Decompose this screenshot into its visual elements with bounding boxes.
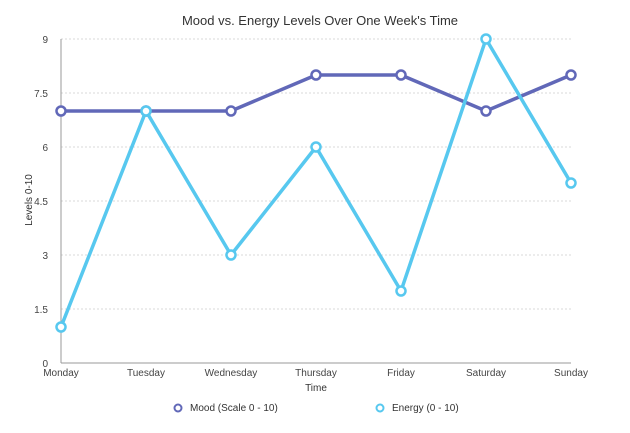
data-point[interactable] [480, 33, 492, 45]
y-tick-label: 7.5 [34, 89, 48, 100]
x-tick-label: Monday [43, 368, 79, 379]
series-1 [55, 33, 577, 333]
y-tick-label: 1.5 [34, 305, 48, 316]
data-point[interactable] [565, 177, 577, 189]
data-point[interactable] [225, 105, 237, 117]
series-layer [55, 33, 577, 333]
series-line [59, 37, 573, 328]
data-point[interactable] [225, 249, 237, 261]
data-point[interactable] [480, 105, 492, 117]
y-tick-label: 3 [42, 251, 48, 262]
data-point[interactable] [395, 285, 407, 297]
y-tick-label: 6 [42, 143, 48, 154]
legend-label: Mood (Scale 0 - 10) [190, 403, 278, 414]
y-tick-label: 0 [42, 359, 48, 370]
x-tick-label: Friday [387, 368, 415, 379]
y-tick-label: 9 [42, 35, 48, 46]
x-tick-label: Wednesday [205, 368, 258, 379]
y-tick-label: 4.5 [34, 197, 48, 208]
y-axis-label: Levels 0-10 [24, 174, 35, 226]
x-tick-label: Saturday [466, 368, 506, 379]
data-point[interactable] [565, 69, 577, 81]
legend-label: Energy (0 - 10) [392, 403, 459, 414]
x-axis-ticks: Monday Tuesday Wednesday Thursday Friday Satu… [43, 368, 588, 379]
x-axis-label: Time [305, 383, 327, 394]
data-point[interactable] [140, 105, 152, 117]
data-point[interactable] [310, 141, 322, 153]
legend-marker [375, 403, 385, 413]
axes [60, 39, 571, 364]
legend: Mood (Scale 0 - 10) Energy (0 - 10) [173, 403, 459, 414]
x-tick-label: Thursday [295, 368, 337, 379]
data-point[interactable] [395, 69, 407, 81]
legend-item[interactable]: Mood (Scale 0 - 10) [173, 403, 278, 414]
legend-item[interactable]: Energy (0 - 10) [375, 403, 459, 414]
data-point[interactable] [55, 321, 67, 333]
data-point[interactable] [310, 69, 322, 81]
chart-title: Mood vs. Energy Levels Over One Week's T… [182, 13, 458, 28]
data-point[interactable] [55, 105, 67, 117]
x-tick-label: Sunday [554, 368, 588, 379]
legend-marker [173, 403, 183, 413]
x-tick-label: Tuesday [127, 368, 165, 379]
y-axis-ticks: 0 1.5 3 4.5 6 7.5 9 [34, 35, 48, 370]
